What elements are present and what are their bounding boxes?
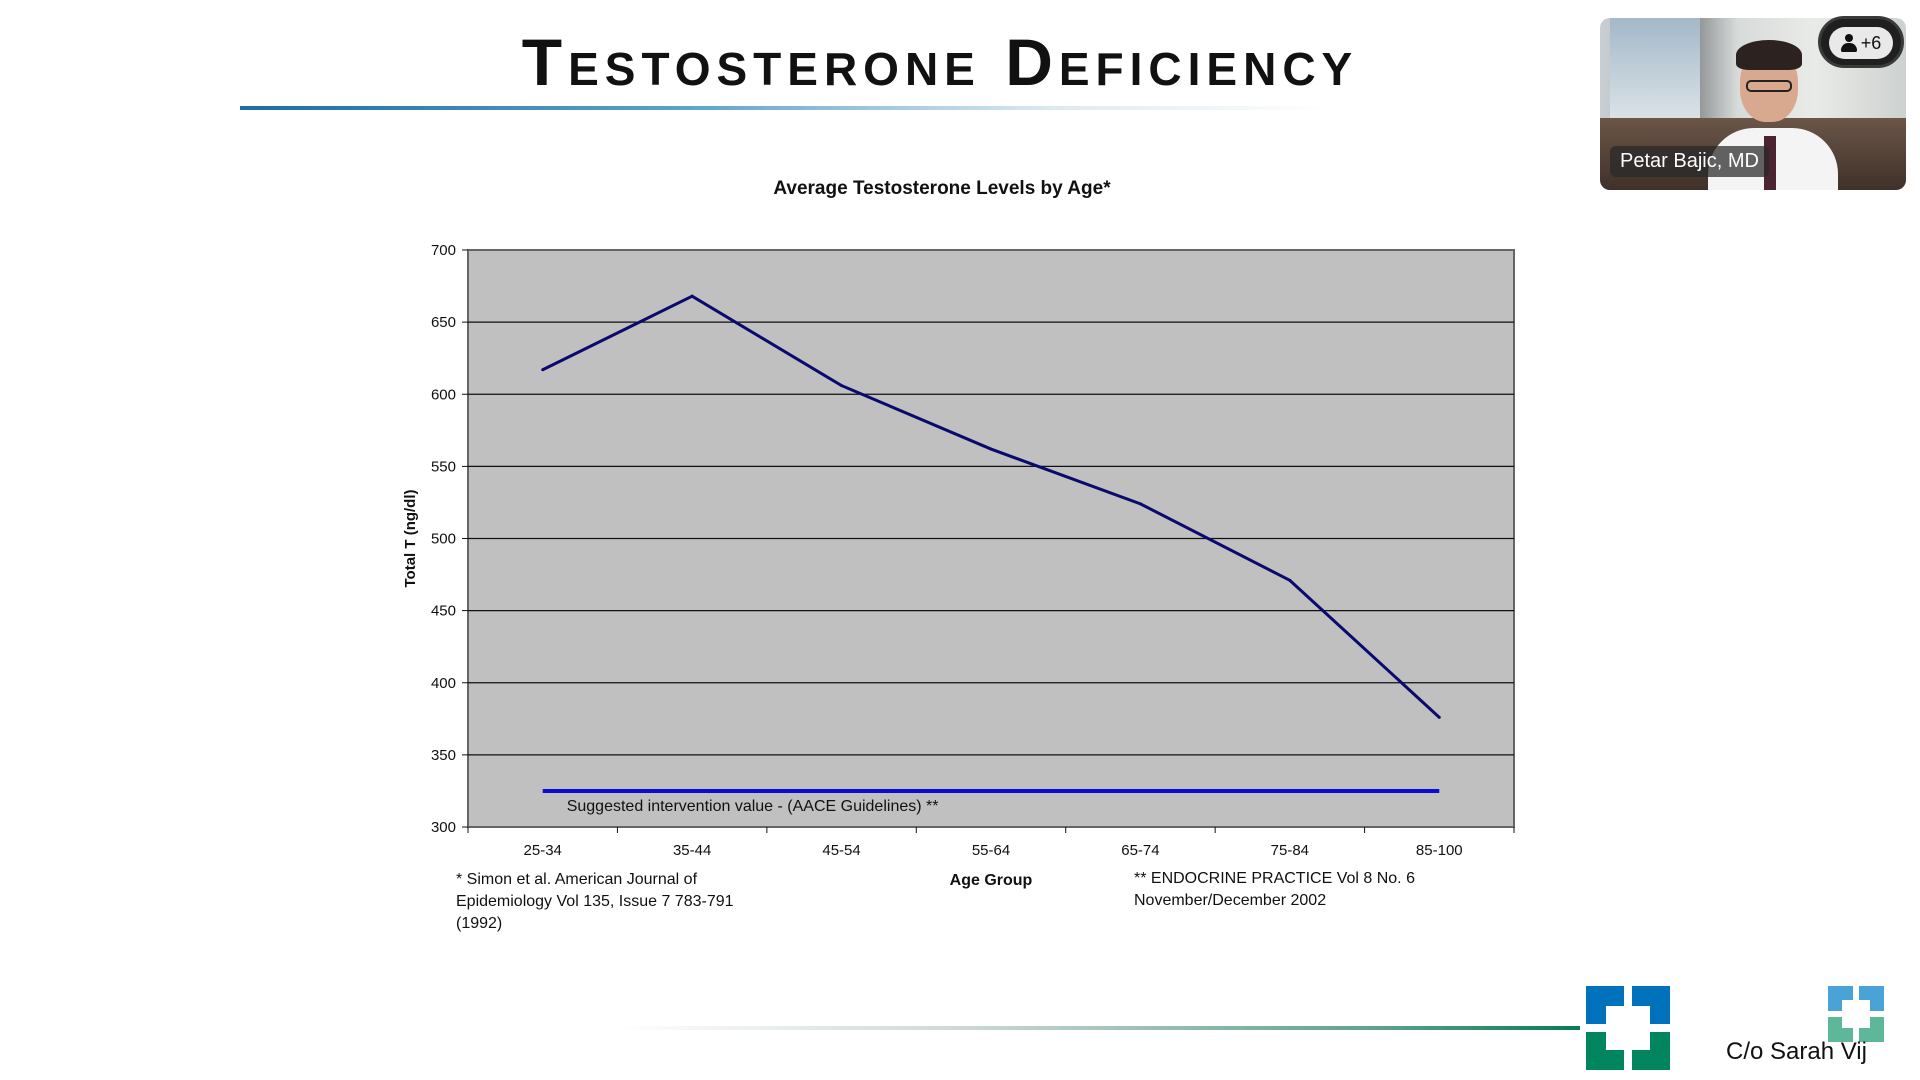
y-tick-label: 650 (431, 314, 456, 331)
slide-title: Testosterone Deficiency (521, 25, 1359, 99)
data-point (1437, 715, 1441, 719)
footer-divider (620, 1026, 1580, 1030)
y-tick-label: 500 (431, 531, 456, 548)
y-tick-label: 400 (431, 675, 456, 692)
presenter-hair (1736, 40, 1802, 70)
footnote-line: * Simon et al. American Journal of (456, 871, 698, 888)
footnote-line: Epidemiology Vol 135, Issue 7 783-791 (456, 893, 734, 910)
background-window (1610, 18, 1700, 128)
data-point (1288, 578, 1292, 582)
person-icon (1840, 34, 1857, 52)
chart-title: Average Testosterone Levels by Age* (773, 178, 1111, 199)
y-tick-label: 450 (431, 603, 456, 620)
x-tick-label: 55-64 (972, 842, 1010, 859)
footnote-source-left: * Simon et al. American Journal of Epidem… (456, 871, 734, 932)
participants-count: +6 (1860, 32, 1882, 53)
x-tick-label: 85-100 (1416, 842, 1463, 859)
x-tick-label: 25-34 (524, 842, 562, 859)
presenter-glasses (1746, 80, 1792, 92)
presenter-name-tag: Petar Bajic, MD (1610, 146, 1769, 177)
data-point (541, 368, 545, 372)
data-point (840, 384, 844, 388)
title-divider (240, 106, 1330, 110)
presenter-video-tile[interactable]: Petar Bajic, MD (1600, 18, 1906, 190)
cleveland-clinic-small-logo (1828, 986, 1884, 1042)
x-tick-label: 35-44 (673, 842, 711, 859)
x-tick-label: 45-54 (822, 842, 860, 859)
y-tick-label: 700 (431, 242, 456, 259)
x-axis-label: Age Group (950, 872, 1033, 889)
participants-button[interactable]: +6 (1818, 16, 1904, 68)
footnote-line: November/December 2002 (1134, 892, 1326, 909)
footnote-line: (1992) (456, 915, 502, 932)
x-tick-label: 65-74 (1121, 842, 1159, 859)
y-axis-label: Total T (ng/dl) (402, 489, 419, 587)
y-tick-label: 550 (431, 458, 456, 475)
footnote-line: ** ENDOCRINE PRACTICE Vol 8 No. 6 (1134, 870, 1415, 887)
data-point (1138, 502, 1142, 506)
data-point (989, 447, 993, 451)
x-tick-label: 75-84 (1271, 842, 1309, 859)
cleveland-clinic-logo (1586, 986, 1670, 1070)
footnote-source-right: ** ENDOCRINE PRACTICE Vol 8 No. 6 Novembe… (1134, 870, 1415, 909)
data-point (690, 294, 694, 298)
image-credit: C/o Sarah Vij (1726, 1038, 1867, 1065)
y-tick-label: 600 (431, 386, 456, 403)
y-tick-label: 350 (431, 747, 456, 764)
y-tick-label: 300 (431, 819, 456, 836)
intervention-reference-label: Suggested intervention value - (AACE Gui… (567, 798, 939, 815)
